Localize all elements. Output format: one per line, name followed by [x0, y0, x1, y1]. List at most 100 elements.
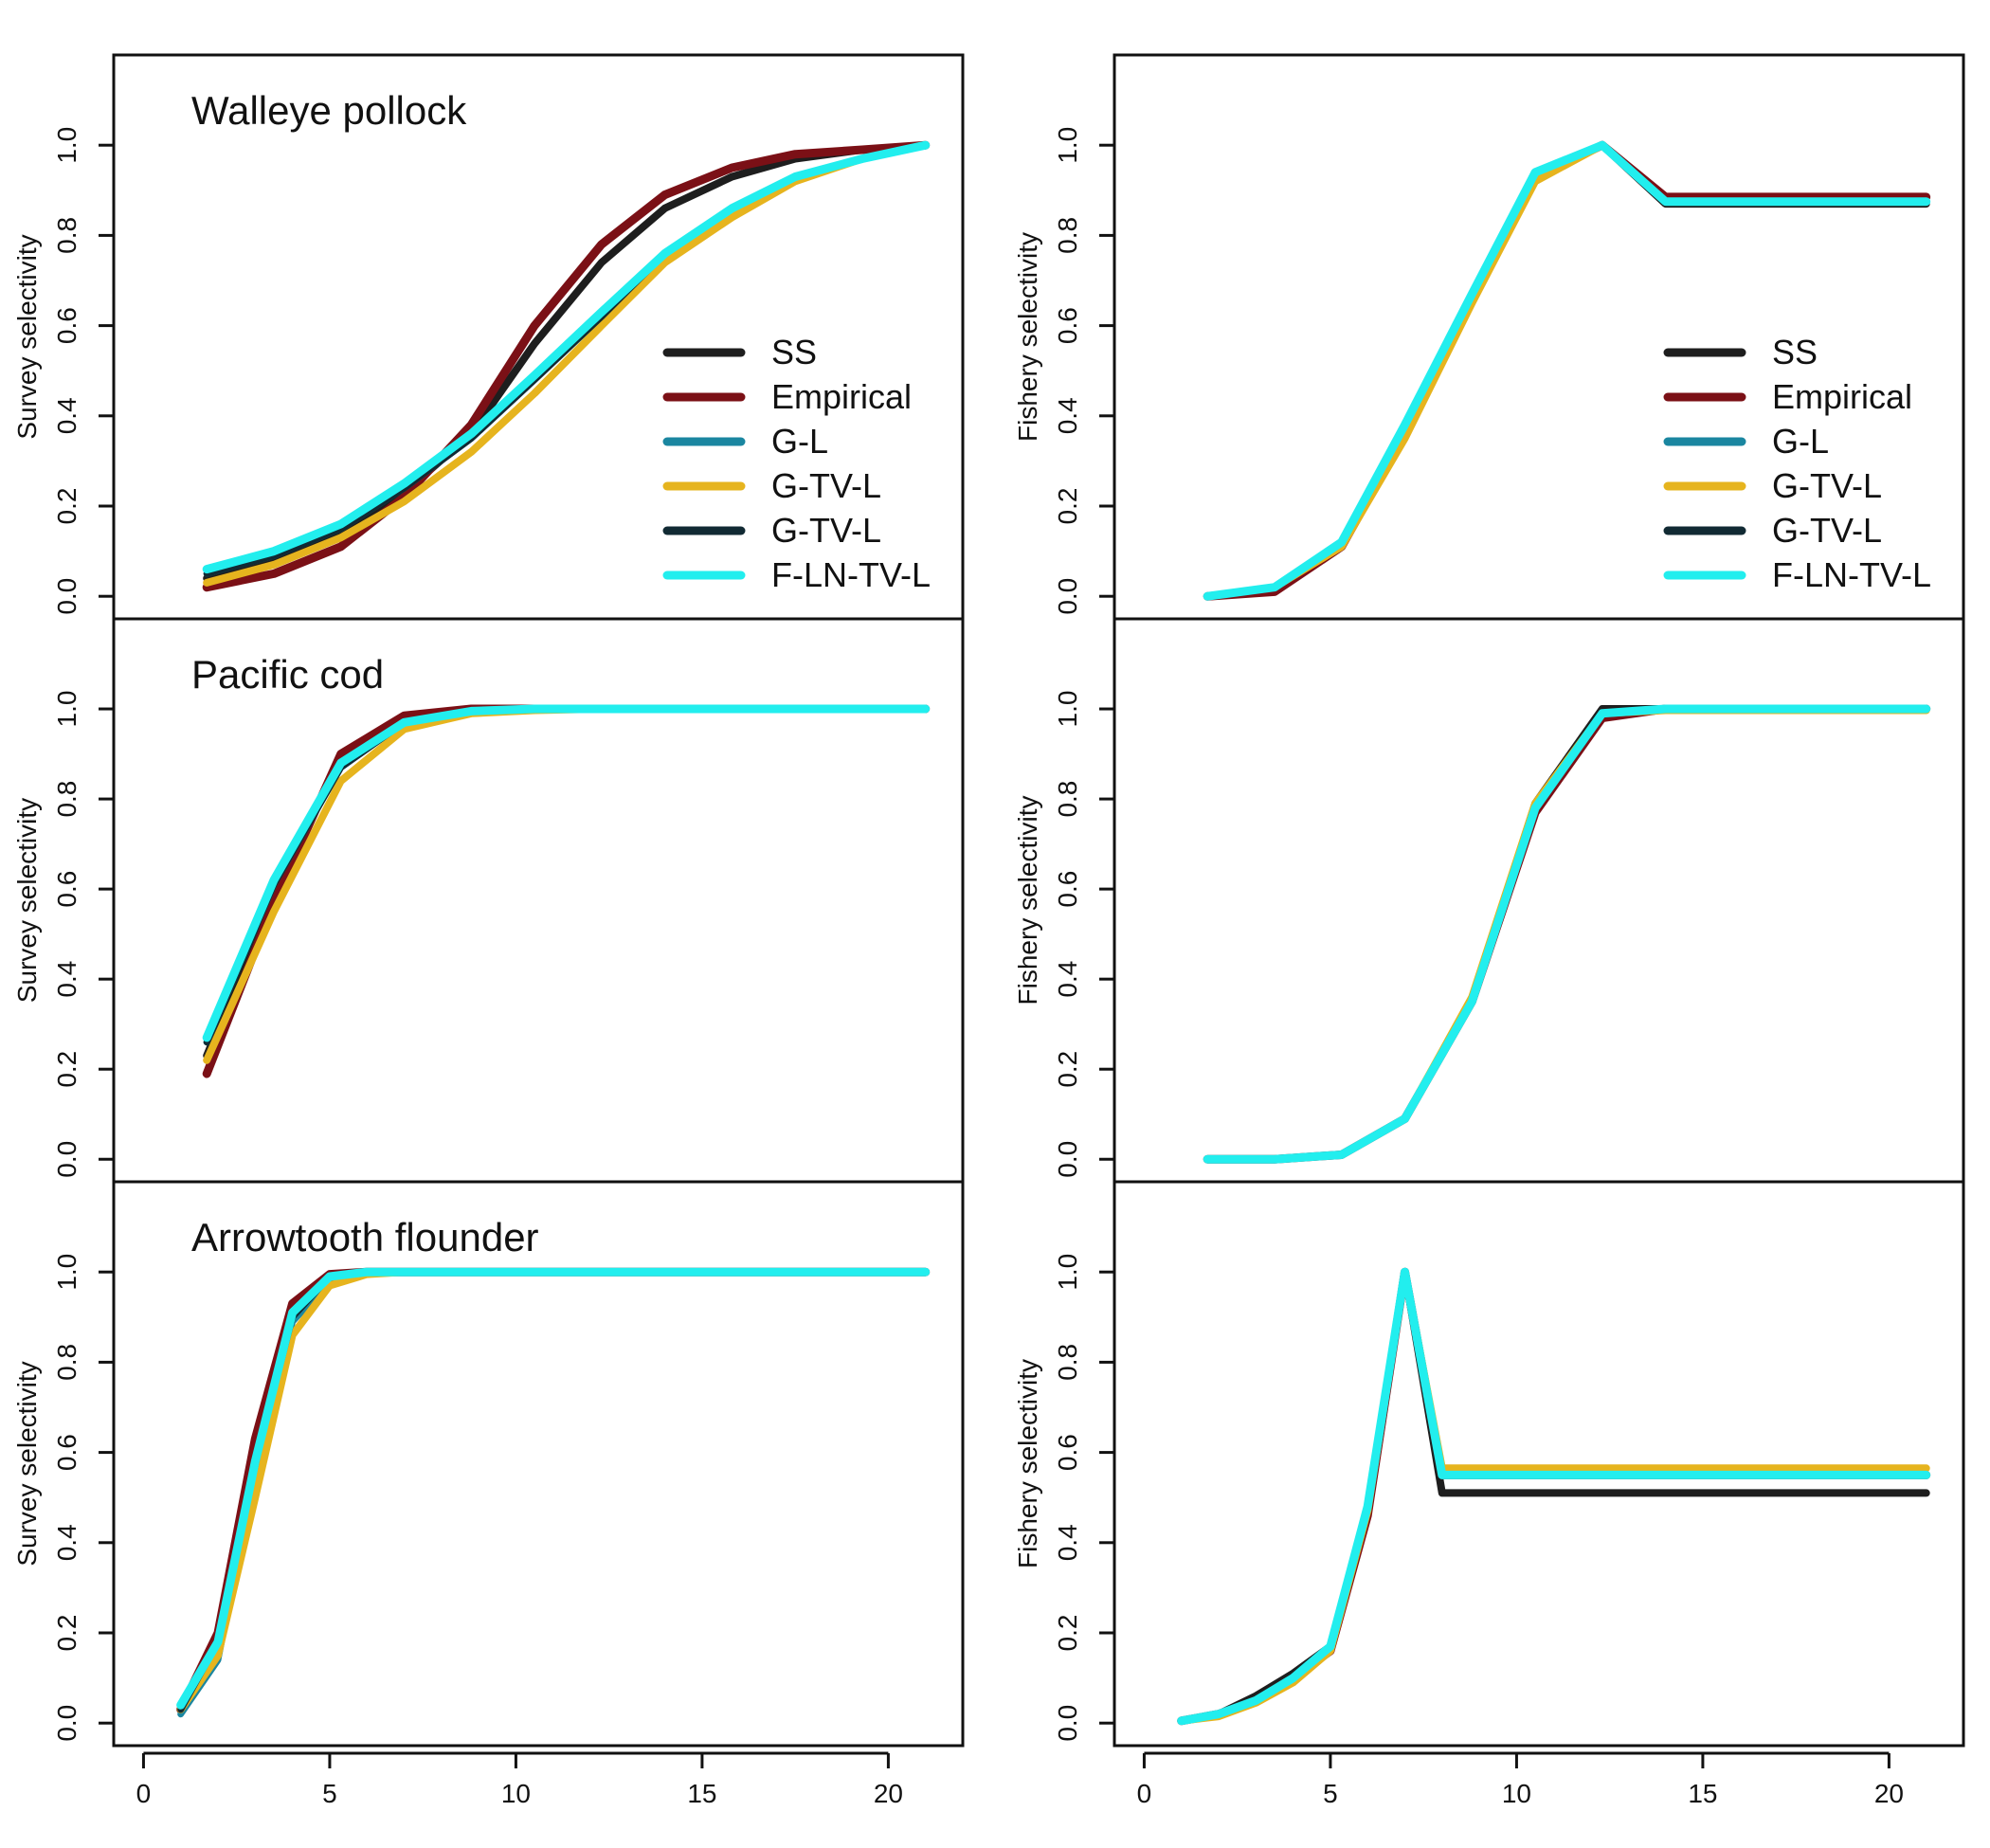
y-axis-title: Fishery selectivity: [1013, 1359, 1042, 1568]
y-tick-label: 0.4: [1053, 961, 1082, 998]
series-group: [176, 1267, 931, 1718]
x-tick-label: 15: [687, 1779, 716, 1808]
x-tick-label: 5: [1323, 1779, 1338, 1808]
y-tick-label: 1.0: [52, 691, 81, 728]
y-tick-label: 0.2: [1053, 488, 1082, 525]
x-tick-label: 10: [501, 1779, 531, 1808]
y-axis-title: Survey selectivity: [12, 798, 42, 1003]
series-line-6: [1203, 140, 1931, 601]
y-tick-label: 0.4: [1053, 1524, 1082, 1561]
legend-label: G-L: [771, 422, 828, 461]
series-group: [202, 704, 931, 1078]
series-line-6: [176, 1267, 931, 1710]
legend-label: F-LN-TV-L: [1772, 555, 1931, 594]
panel-title: Arrowtooth flounder: [191, 1215, 539, 1259]
series-group: [202, 140, 931, 592]
legend-label: SS: [1772, 333, 1818, 371]
series-line-2: [1203, 704, 1931, 1164]
x-tick-label: 20: [874, 1779, 903, 1808]
y-axis-title: Fishery selectivity: [1013, 232, 1042, 442]
legend-label: G-TV-L: [1772, 511, 1882, 550]
panel-frame: [1113, 617, 1965, 1184]
y-tick-label: 0.2: [52, 488, 81, 525]
y-tick-label: 0.0: [1053, 1141, 1082, 1178]
y-tick-label: 1.0: [52, 1254, 81, 1291]
y-tick-label: 0.4: [1053, 397, 1082, 434]
panel-4: 0.0 0.2 0.4 0.6 0.8 1.0 Fishery selectivity: [1013, 617, 1965, 1184]
y-tick-label: 0.2: [52, 1615, 81, 1652]
series-line-6: [202, 704, 931, 1042]
y-tick-label: 0.4: [52, 397, 81, 434]
y-tick-label: 0.6: [52, 871, 81, 908]
x-tick-label: 5: [322, 1779, 337, 1808]
series-line-5: [1203, 705, 1930, 1163]
panel-frame: [112, 617, 965, 1184]
y-tick-label: 0.8: [1053, 217, 1082, 254]
y-tick-label: 0.4: [52, 1524, 81, 1561]
x-tick-label: 15: [1688, 1779, 1717, 1808]
legend-label: SS: [771, 333, 817, 371]
y-tick-label: 1.0: [1053, 1254, 1082, 1291]
y-tick-label: 1.0: [1053, 691, 1082, 728]
panel-frame: [112, 1180, 965, 1748]
y-tick-label: 0.6: [1053, 1434, 1082, 1471]
panel-1: 0.0 0.2 0.4 0.6 0.8 1.0 Survey selectivity Wall…: [12, 53, 965, 621]
y-axis-title: Survey selectivity: [12, 1361, 42, 1566]
x-tick-label: 10: [1502, 1779, 1531, 1808]
y-tick-label: 0.0: [52, 578, 81, 615]
y-tick-label: 0.6: [1053, 871, 1082, 908]
x-tick-label: 20: [1874, 1779, 1904, 1808]
series-line-1: [1203, 705, 1930, 1164]
panel-6: 0.0 0.2 0.4 0.6 0.8 1.0 Fishery selectivity 0 5 1…: [1013, 1180, 1965, 1808]
series-group: [1177, 1267, 1931, 1726]
series-line-5: [203, 705, 930, 1046]
y-tick-label: 1.0: [1053, 127, 1082, 164]
panel-3: 0.0 0.2 0.4 0.6 0.8 1.0 Survey selectivity Paci…: [12, 617, 965, 1184]
y-axis-title: Survey selectivity: [12, 234, 42, 439]
y-tick-label: 0.8: [1053, 1344, 1082, 1381]
y-tick-label: 0.6: [52, 307, 81, 344]
x-tick-label: 0: [1137, 1779, 1152, 1808]
series-line-2: [202, 140, 931, 592]
panel-title: Walleye pollock: [191, 88, 467, 133]
series-line-3: [203, 705, 930, 1046]
series-line-6: [1203, 704, 1931, 1164]
legend: SS Empirical G-L G-TV-L G-TV-L F-LN-TV-L: [1663, 333, 1931, 594]
series-line-4: [203, 705, 930, 1064]
legend: SS Empirical G-L G-TV-L G-TV-L F-LN-TV-L: [662, 333, 931, 594]
series-line-4: [176, 1268, 930, 1713]
legend-label: Empirical: [1772, 377, 1912, 416]
y-tick-label: 0.8: [52, 1344, 81, 1381]
legend-label: G-L: [1772, 422, 1829, 461]
y-tick-label: 0.2: [1053, 1615, 1082, 1652]
y-tick-label: 0.0: [1053, 1705, 1082, 1742]
legend-label: Empirical: [771, 377, 912, 416]
panel-frame: [1113, 1180, 1965, 1748]
y-tick-label: 0.8: [1053, 781, 1082, 818]
y-tick-label: 1.0: [52, 127, 81, 164]
y-tick-label: 0.6: [52, 1434, 81, 1471]
y-tick-label: 0.0: [52, 1141, 81, 1178]
y-tick-label: 0.6: [1053, 307, 1082, 344]
y-tick-label: 0.4: [52, 961, 81, 998]
legend-label: G-TV-L: [771, 466, 881, 505]
y-tick-label: 0.0: [52, 1705, 81, 1742]
legend-label: F-LN-TV-L: [771, 555, 931, 594]
y-tick-label: 0.8: [52, 217, 81, 254]
series-line-4: [1203, 706, 1930, 1164]
panel-5: 0.0 0.2 0.4 0.6 0.8 1.0 Survey selectivity Arro…: [12, 1180, 965, 1808]
y-tick-label: 0.2: [1053, 1051, 1082, 1088]
panel-2: 0.0 0.2 0.4 0.6 0.8 1.0 Fishery selectivity SS E…: [1013, 53, 1965, 621]
x-tick-label: 0: [136, 1779, 152, 1808]
legend-label: G-TV-L: [1772, 466, 1882, 505]
series-line-2: [202, 704, 931, 1078]
y-tick-label: 0.0: [1053, 578, 1082, 615]
series-line-1: [203, 705, 930, 1060]
series-line-6: [1177, 1267, 1931, 1726]
series-group: [1203, 704, 1931, 1164]
series-group: [1203, 140, 1931, 601]
legend-label: G-TV-L: [771, 511, 881, 550]
y-tick-label: 0.8: [52, 781, 81, 818]
panel-title: Pacific cod: [191, 652, 384, 697]
